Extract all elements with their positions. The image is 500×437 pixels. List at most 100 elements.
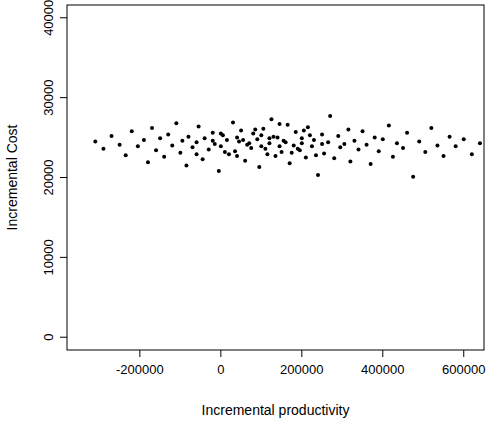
x-axis-label: Incremental productivity [202,402,350,418]
point [207,148,211,152]
point [336,134,340,138]
point [263,147,267,151]
x-tick-label: 200000 [280,362,323,377]
point [332,156,336,160]
y-tick [60,337,67,338]
point [417,140,421,144]
point [454,144,458,148]
point [158,136,162,140]
point [448,135,452,139]
point [237,140,241,144]
y-axis-label: Incremental Cost [4,124,20,230]
point [235,136,239,140]
point [223,150,227,154]
point [118,143,122,147]
point [178,151,182,155]
point [356,148,360,152]
point [211,131,215,135]
point [231,120,235,124]
point [241,138,245,142]
point [401,146,405,150]
x-tick [301,350,302,357]
point [395,141,399,145]
point [288,161,292,165]
point [306,125,310,129]
point [365,143,369,147]
point [278,122,282,126]
point [377,149,381,153]
point [191,145,195,149]
point [322,152,326,156]
point [462,137,466,141]
point [154,148,158,152]
y-tick-label: 20000 [41,159,56,195]
x-tick [463,350,464,357]
point [435,144,439,148]
point [269,117,273,121]
point [280,150,284,154]
point [338,145,342,149]
point [146,160,150,164]
point [423,150,427,154]
point [304,156,308,160]
point [326,140,330,144]
point [142,138,146,142]
point [442,154,446,158]
point [391,155,395,159]
point [217,169,221,173]
point [314,153,318,157]
point [227,152,231,156]
x-tick-label: 0 [217,362,224,377]
point [225,138,229,142]
y-tick [60,97,67,98]
point [186,135,190,139]
point [286,123,290,127]
point [346,128,350,132]
point [352,139,356,143]
point [470,152,474,156]
point [308,133,312,137]
y-tick-label: 10000 [41,239,56,275]
point [249,146,253,150]
point [201,157,205,161]
point [174,121,178,125]
point [257,165,261,169]
point [184,164,188,168]
point [294,130,298,134]
point [387,124,391,128]
y-tick-label: 40000 [41,0,56,36]
x-tick [139,350,140,357]
point [342,142,346,146]
point [162,155,166,159]
x-tick [382,350,383,357]
point [411,175,415,179]
point [219,132,223,136]
point [251,132,255,136]
point [124,153,128,157]
point [290,151,294,155]
point [233,149,237,153]
point [296,147,300,151]
point [300,136,304,140]
point [302,128,306,132]
x-tick-label: 400000 [361,362,404,377]
point [278,144,282,148]
point [267,141,271,145]
point [381,137,385,141]
point [274,154,278,158]
x-tick-label: 600000 [442,362,485,377]
point [195,152,199,156]
point [310,144,314,148]
y-tick [60,17,67,18]
point [247,141,251,145]
y-tick [60,257,67,258]
point [255,137,259,141]
point [259,133,263,137]
point [361,129,365,133]
point [271,135,275,139]
chart: -200000020000040000060000001000020000300… [0,0,500,437]
point [195,140,199,144]
point [405,131,409,135]
point [267,136,271,140]
point [219,144,223,148]
